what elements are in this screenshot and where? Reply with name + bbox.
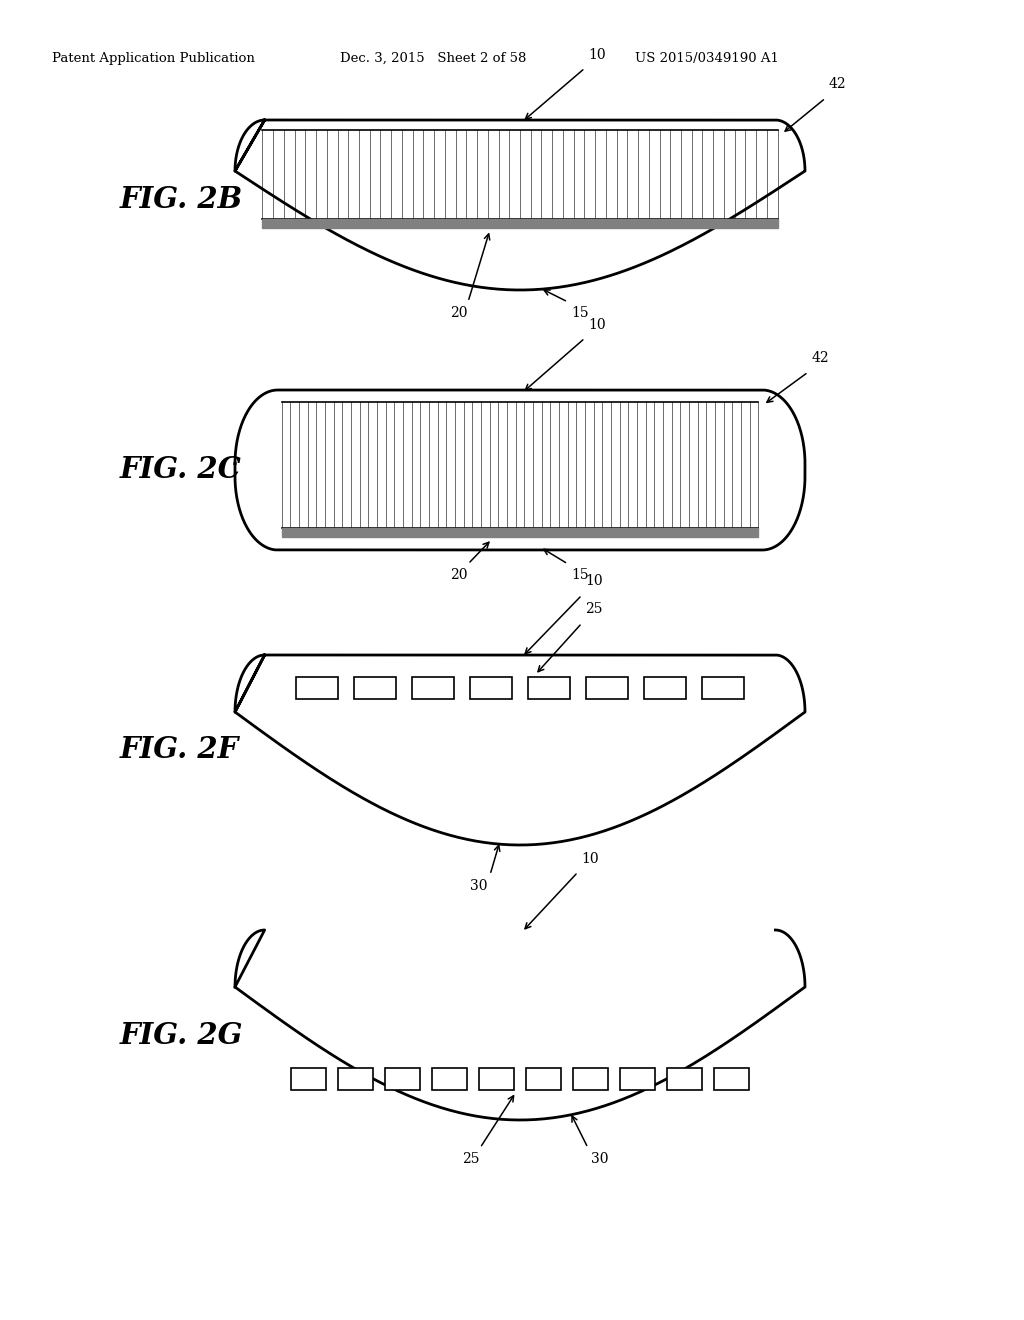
Bar: [291, 1068, 326, 1090]
Bar: [573, 1068, 608, 1090]
Text: 20: 20: [450, 306, 468, 319]
Text: US 2015/0349190 A1: US 2015/0349190 A1: [635, 51, 779, 65]
Polygon shape: [234, 389, 805, 550]
Text: 42: 42: [828, 77, 846, 91]
Text: 10: 10: [588, 318, 605, 333]
Text: 30: 30: [470, 879, 487, 894]
Text: Patent Application Publication: Patent Application Publication: [52, 51, 255, 65]
Text: 10: 10: [585, 574, 603, 587]
Text: 30: 30: [591, 1152, 608, 1166]
Polygon shape: [234, 120, 805, 290]
Bar: [526, 1068, 561, 1090]
Text: FIG. 2C: FIG. 2C: [120, 455, 242, 484]
Text: 42: 42: [811, 351, 828, 366]
Text: 10: 10: [581, 851, 599, 866]
Bar: [586, 677, 628, 700]
Bar: [702, 677, 744, 700]
Bar: [470, 677, 512, 700]
Bar: [667, 1068, 702, 1090]
Bar: [385, 1068, 420, 1090]
Text: Dec. 3, 2015   Sheet 2 of 58: Dec. 3, 2015 Sheet 2 of 58: [340, 51, 526, 65]
Text: FIG. 2G: FIG. 2G: [120, 1020, 244, 1049]
Polygon shape: [282, 528, 758, 537]
Bar: [479, 1068, 514, 1090]
Bar: [714, 1068, 749, 1090]
Text: 20: 20: [450, 568, 468, 582]
Polygon shape: [234, 931, 805, 1119]
Text: 15: 15: [571, 306, 589, 319]
Bar: [644, 677, 686, 700]
Text: FIG. 2B: FIG. 2B: [120, 186, 244, 214]
Bar: [296, 677, 338, 700]
Text: 10: 10: [588, 48, 605, 62]
Text: 25: 25: [462, 1152, 479, 1166]
Polygon shape: [234, 655, 805, 845]
Text: 15: 15: [571, 568, 589, 582]
Bar: [412, 677, 454, 700]
Bar: [528, 677, 570, 700]
Polygon shape: [262, 219, 777, 227]
Text: FIG. 2F: FIG. 2F: [120, 735, 240, 764]
Bar: [354, 677, 396, 700]
Bar: [620, 1068, 655, 1090]
Bar: [432, 1068, 467, 1090]
Text: 25: 25: [585, 602, 602, 616]
Bar: [338, 1068, 373, 1090]
